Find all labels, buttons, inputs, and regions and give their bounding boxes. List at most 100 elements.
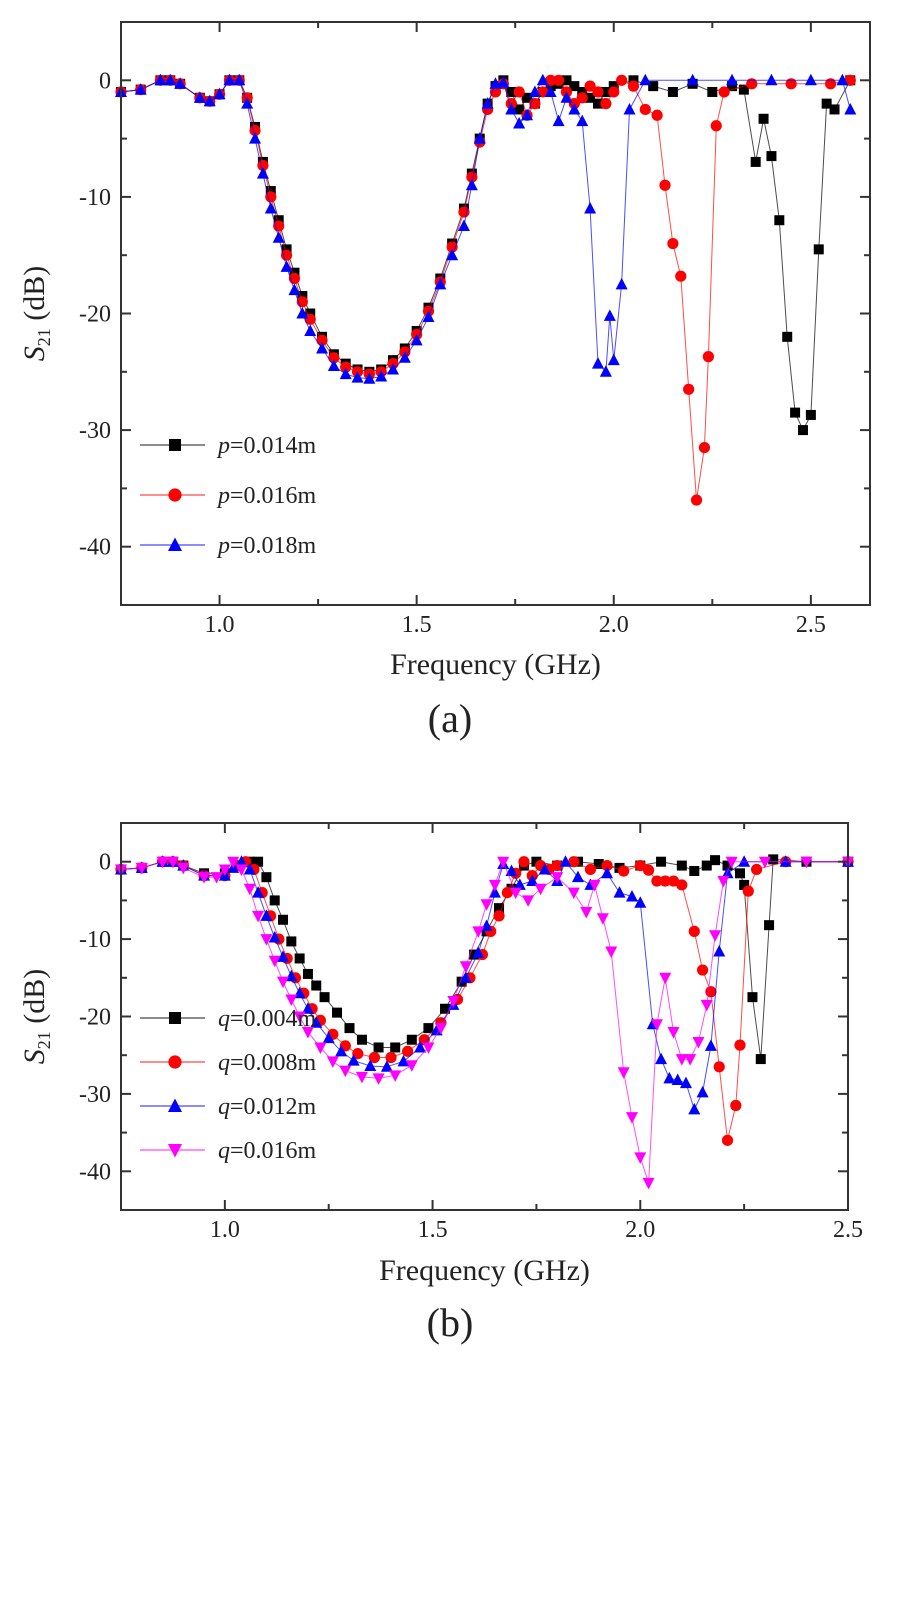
data-point — [252, 910, 265, 923]
data-point — [340, 361, 352, 373]
data-point — [289, 267, 300, 278]
data-point — [223, 73, 236, 86]
data-point — [690, 494, 703, 506]
data-point — [260, 909, 273, 921]
data-point — [235, 855, 248, 867]
data-point — [260, 934, 273, 946]
data-point — [568, 856, 580, 868]
data-point — [410, 333, 423, 346]
data-point — [576, 92, 588, 104]
data-point — [536, 73, 549, 86]
data-point — [278, 914, 289, 925]
data-point — [501, 887, 513, 899]
data-point — [601, 866, 614, 879]
data-point — [526, 874, 539, 887]
data-point — [277, 976, 290, 989]
data-point — [738, 855, 751, 867]
data-point — [203, 94, 216, 107]
data-point — [836, 73, 849, 86]
data-point — [617, 1067, 630, 1079]
legend-marker — [169, 1012, 181, 1024]
data-point — [243, 862, 256, 875]
data-point — [497, 76, 510, 88]
legend-item: q=0.004m — [140, 1006, 317, 1032]
data-point — [135, 862, 148, 875]
data-point — [800, 856, 813, 869]
legend-value: =0.008m — [230, 1050, 317, 1076]
data-point — [335, 1044, 348, 1057]
y-tick-label: -40 — [79, 535, 111, 561]
series-line — [120, 79, 851, 380]
data-point — [585, 92, 596, 103]
data-point — [686, 73, 699, 86]
data-point — [316, 341, 329, 354]
data-point — [522, 895, 535, 907]
data-point — [655, 1052, 668, 1065]
data-point — [601, 859, 613, 872]
data-point — [790, 407, 801, 418]
y-axis-title-unit: (dB) — [18, 969, 51, 1032]
data-point — [446, 241, 458, 253]
data-point — [227, 856, 240, 869]
data-point — [671, 1073, 684, 1085]
data-point — [561, 75, 572, 86]
data-point — [434, 277, 447, 290]
x-tick-label: 2.5 — [796, 612, 826, 638]
panel-label: (a) — [428, 696, 472, 741]
data-point — [297, 291, 308, 302]
data-point — [552, 74, 565, 86]
data-point — [472, 946, 485, 959]
legend-item: p=0.014m — [140, 433, 317, 459]
data-point — [387, 362, 400, 375]
series-line — [120, 79, 851, 432]
legend-var: q — [218, 1094, 230, 1120]
data-point — [804, 73, 817, 86]
data-point — [301, 1026, 314, 1039]
data-point — [301, 1002, 314, 1014]
y-axis-title: S21 (dB) — [18, 969, 54, 1065]
y-tick-label: -30 — [79, 1082, 111, 1108]
data-point — [676, 879, 688, 891]
data-point — [514, 104, 525, 115]
data-point — [285, 969, 298, 982]
data-point — [459, 961, 472, 973]
data-point — [249, 132, 262, 144]
data-point — [734, 868, 745, 879]
data-point — [613, 886, 626, 898]
legend-item: q=0.008m — [140, 1050, 317, 1076]
data-point — [805, 409, 816, 420]
data-point — [675, 1054, 688, 1066]
data-point — [218, 864, 231, 876]
x-tick-label: 1.0 — [205, 612, 235, 638]
data-point — [813, 244, 824, 255]
data-point — [241, 97, 254, 109]
data-point — [457, 219, 470, 232]
data-point — [544, 85, 557, 97]
data-point — [480, 919, 493, 931]
data-point — [576, 114, 589, 127]
data-point — [493, 910, 505, 922]
data-point — [656, 856, 667, 867]
data-point — [709, 930, 722, 942]
data-point — [497, 856, 510, 869]
data-point — [364, 1059, 377, 1072]
legend-value: =0.004m — [230, 1006, 317, 1032]
x-tick-label: 1.5 — [418, 1217, 448, 1243]
y-axis-title: S21 (dB) — [18, 266, 54, 362]
data-point — [697, 964, 709, 976]
data-point — [472, 926, 485, 938]
data-point — [268, 931, 281, 943]
data-point — [322, 1031, 335, 1044]
data-point — [821, 98, 832, 109]
data-point — [285, 994, 298, 1006]
data-point — [518, 856, 530, 868]
data-point — [310, 1016, 323, 1028]
data-point — [567, 887, 580, 900]
data-point — [844, 102, 857, 115]
data-point — [750, 156, 761, 167]
legend-item: p=0.016m — [140, 483, 317, 509]
data-point — [193, 91, 206, 103]
legend-label: q=0.012m — [218, 1094, 317, 1120]
data-point — [607, 353, 620, 366]
